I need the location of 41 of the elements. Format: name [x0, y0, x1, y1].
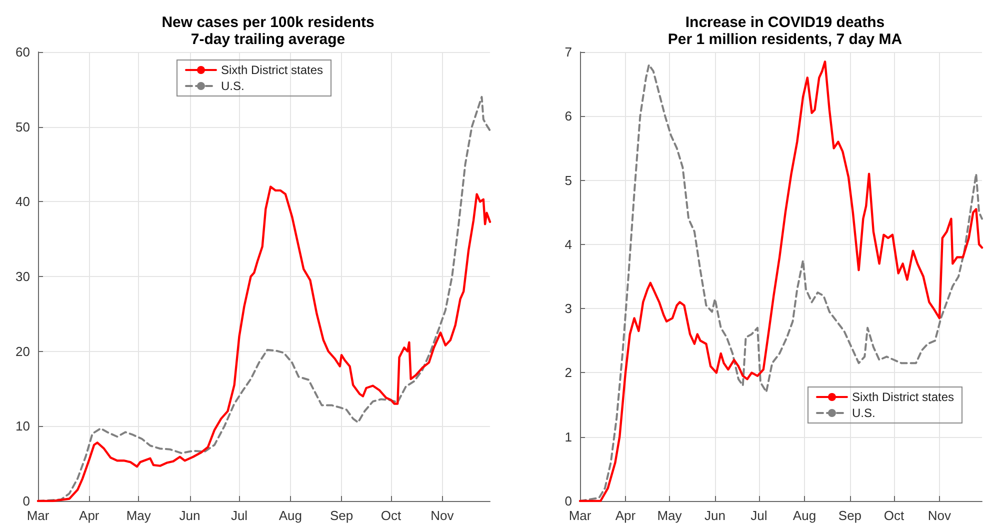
y-tick-label: 6	[564, 108, 572, 124]
y-tick-label: 7	[564, 44, 572, 60]
x-tick-label: Jun	[704, 508, 726, 523]
chart-subtitle: Per 1 million residents, 7 day MA	[668, 31, 902, 48]
legend-label: Sixth District states	[852, 390, 954, 404]
x-tick-label: Nov	[928, 508, 952, 523]
x-tick-label: Aug	[278, 508, 302, 523]
y-tick-label: 1	[564, 429, 572, 444]
x-tick-label: Jul	[230, 508, 248, 523]
legend-label: U.S.	[220, 79, 244, 93]
x-tick-label: Apr	[79, 508, 100, 523]
y-tick-label: 2	[564, 365, 572, 380]
x-tick-label: Mar	[26, 508, 50, 523]
y-tick-label: 50	[16, 119, 30, 134]
x-tick-label: Apr	[615, 508, 636, 523]
y-tick-label: 60	[16, 44, 30, 60]
x-tick-label: Jun	[179, 508, 200, 523]
x-tick-label: Oct	[884, 508, 904, 523]
y-tick-label: 0	[564, 494, 572, 508]
legend-label: U.S.	[852, 406, 876, 420]
y-tick-label: 4	[564, 236, 572, 252]
x-tick-label: Aug	[792, 508, 816, 523]
y-tick-label: 5	[564, 172, 572, 188]
y-tick-label: 0	[22, 494, 30, 508]
x-tick-label: May	[657, 508, 682, 523]
y-tick-label: 10	[16, 418, 30, 434]
y-tick-label: 30	[16, 269, 30, 284]
chart-title: New cases per 100k residents	[162, 14, 374, 31]
x-tick-label: Sep	[838, 508, 862, 523]
x-tick-label: Jul	[750, 508, 768, 523]
legend-label: Sixth District states	[220, 63, 324, 77]
chart-title: Increase in COVID19 deaths	[685, 14, 885, 31]
x-tick-label: May	[126, 508, 152, 523]
chart-subtitle: 7-day trailing average	[190, 31, 346, 48]
y-tick-label: 40	[16, 194, 30, 210]
y-tick-label: 3	[564, 301, 572, 316]
x-tick-label: Mar	[568, 508, 592, 523]
x-tick-label: Oct	[380, 508, 402, 523]
y-tick-label: 20	[16, 344, 30, 359]
x-tick-label: Nov	[430, 508, 454, 523]
x-tick-label: Sep	[330, 508, 354, 523]
